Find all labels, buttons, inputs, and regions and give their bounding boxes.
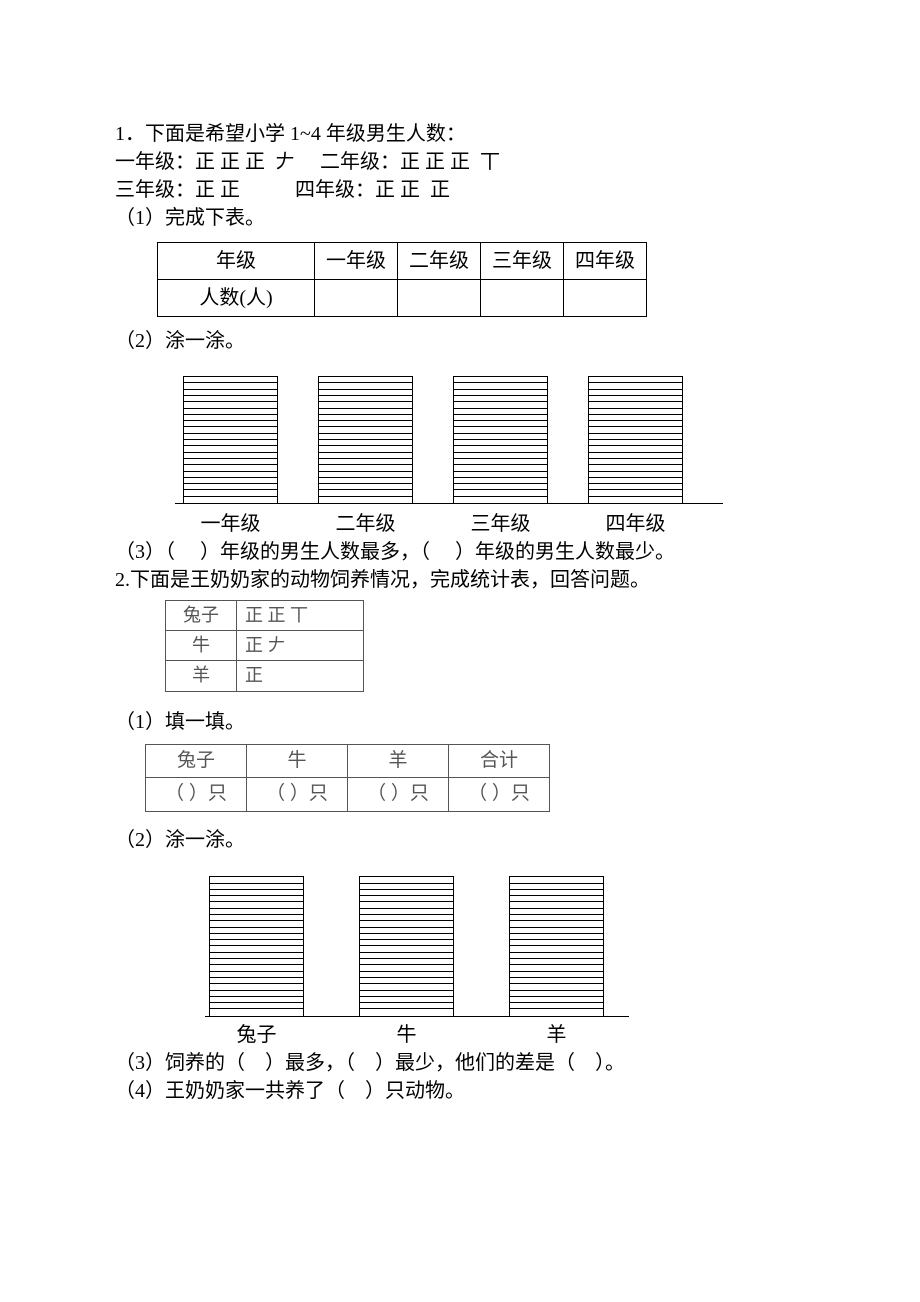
q2-chart — [205, 860, 805, 1017]
q1-table-cell[interactable] — [481, 280, 564, 317]
chart-bar[interactable] — [453, 376, 548, 503]
q2-chart-labels: 兔子 牛 羊 — [205, 1021, 629, 1049]
q2-sub3: （3）饲养的（ ）最多，（ ）最少，他们的差是（ ）。 — [115, 1049, 805, 1077]
q1-table-col: 一年级 — [315, 243, 398, 280]
chart-label: 二年级 — [318, 510, 413, 538]
chart-label: 四年级 — [588, 510, 683, 538]
q2-fill-table: 兔子 牛 羊 合计 （ ）只 （ ）只 （ ）只 （ ）只 — [145, 744, 550, 812]
q1-tally-line-a: 一年级：正 正 正 𠂇 二年级：正 正 正 丅 — [115, 148, 805, 176]
q1-table-header-count: 人数(人) — [158, 280, 315, 317]
q1-table: 年级 一年级 二年级 三年级 四年级 人数(人) — [157, 242, 647, 317]
chart-bar[interactable] — [183, 376, 278, 503]
chart-bar[interactable] — [509, 876, 604, 1016]
q2-tally-marks: 正 正 丅 — [237, 601, 364, 631]
chart-label: 兔子 — [209, 1021, 304, 1049]
q2-fill-cell[interactable]: （ ）只 — [449, 778, 550, 812]
q2-tally-table: 兔子 正 正 丅 牛 正 𠂇 羊 正 — [165, 600, 364, 692]
q2-fill-header: 兔子 — [146, 744, 247, 778]
q1-chart-labels: 一年级 二年级 三年级 四年级 — [175, 510, 723, 538]
q1-sub2: （2）涂一涂。 — [115, 327, 805, 355]
q1-intro: 1．下面是希望小学 1~4 年级男生人数： — [115, 120, 805, 148]
q1-table-col: 三年级 — [481, 243, 564, 280]
q1-table-header-grade: 年级 — [158, 243, 315, 280]
chart-bar[interactable] — [209, 876, 304, 1016]
chart-label: 一年级 — [183, 510, 278, 538]
chart-label: 羊 — [509, 1021, 604, 1049]
q2-tally-label: 牛 — [166, 631, 237, 661]
chart-bar[interactable] — [359, 876, 454, 1016]
q2-fill-cell[interactable]: （ ）只 — [247, 778, 348, 812]
q2-fill-header: 合计 — [449, 744, 550, 778]
chart-bar[interactable] — [318, 376, 413, 503]
q2-fill-cell[interactable]: （ ）只 — [146, 778, 247, 812]
q2-intro: 2.下面是王奶奶家的动物饲养情况，完成统计表，回答问题。 — [115, 566, 805, 594]
q2-fill-header: 羊 — [348, 744, 449, 778]
q1-sub1: （1）完成下表。 — [115, 204, 805, 232]
q2-tally-label: 羊 — [166, 661, 237, 691]
q1-table-cell[interactable] — [398, 280, 481, 317]
q2-tally-label: 兔子 — [166, 601, 237, 631]
q1-table-cell[interactable] — [315, 280, 398, 317]
q2-fill-header: 牛 — [247, 744, 348, 778]
q2-sub2: （2）涂一涂。 — [115, 826, 805, 854]
worksheet-page: 1．下面是希望小学 1~4 年级男生人数： 一年级：正 正 正 𠂇 二年级：正 … — [0, 0, 920, 1302]
q2-sub4: （4）王奶奶家一共养了（ ）只动物。 — [115, 1077, 805, 1105]
q1-table-col: 四年级 — [564, 243, 647, 280]
q2-tally-marks: 正 𠂇 — [237, 631, 364, 661]
chart-label: 牛 — [359, 1021, 454, 1049]
q1-table-cell[interactable] — [564, 280, 647, 317]
q2-tally-marks: 正 — [237, 661, 364, 691]
chart-label: 三年级 — [453, 510, 548, 538]
q1-sub3: （3）（ ）年级的男生人数最多，（ ）年级的男生人数最少。 — [115, 538, 805, 566]
q2-sub1: （1）填一填。 — [115, 708, 805, 736]
q1-chart — [175, 359, 805, 504]
q1-tally-line-b: 三年级：正 正 四年级：正 正 正 — [115, 176, 805, 204]
chart-bar[interactable] — [588, 376, 683, 503]
q1-table-col: 二年级 — [398, 243, 481, 280]
q2-fill-cell[interactable]: （ ）只 — [348, 778, 449, 812]
